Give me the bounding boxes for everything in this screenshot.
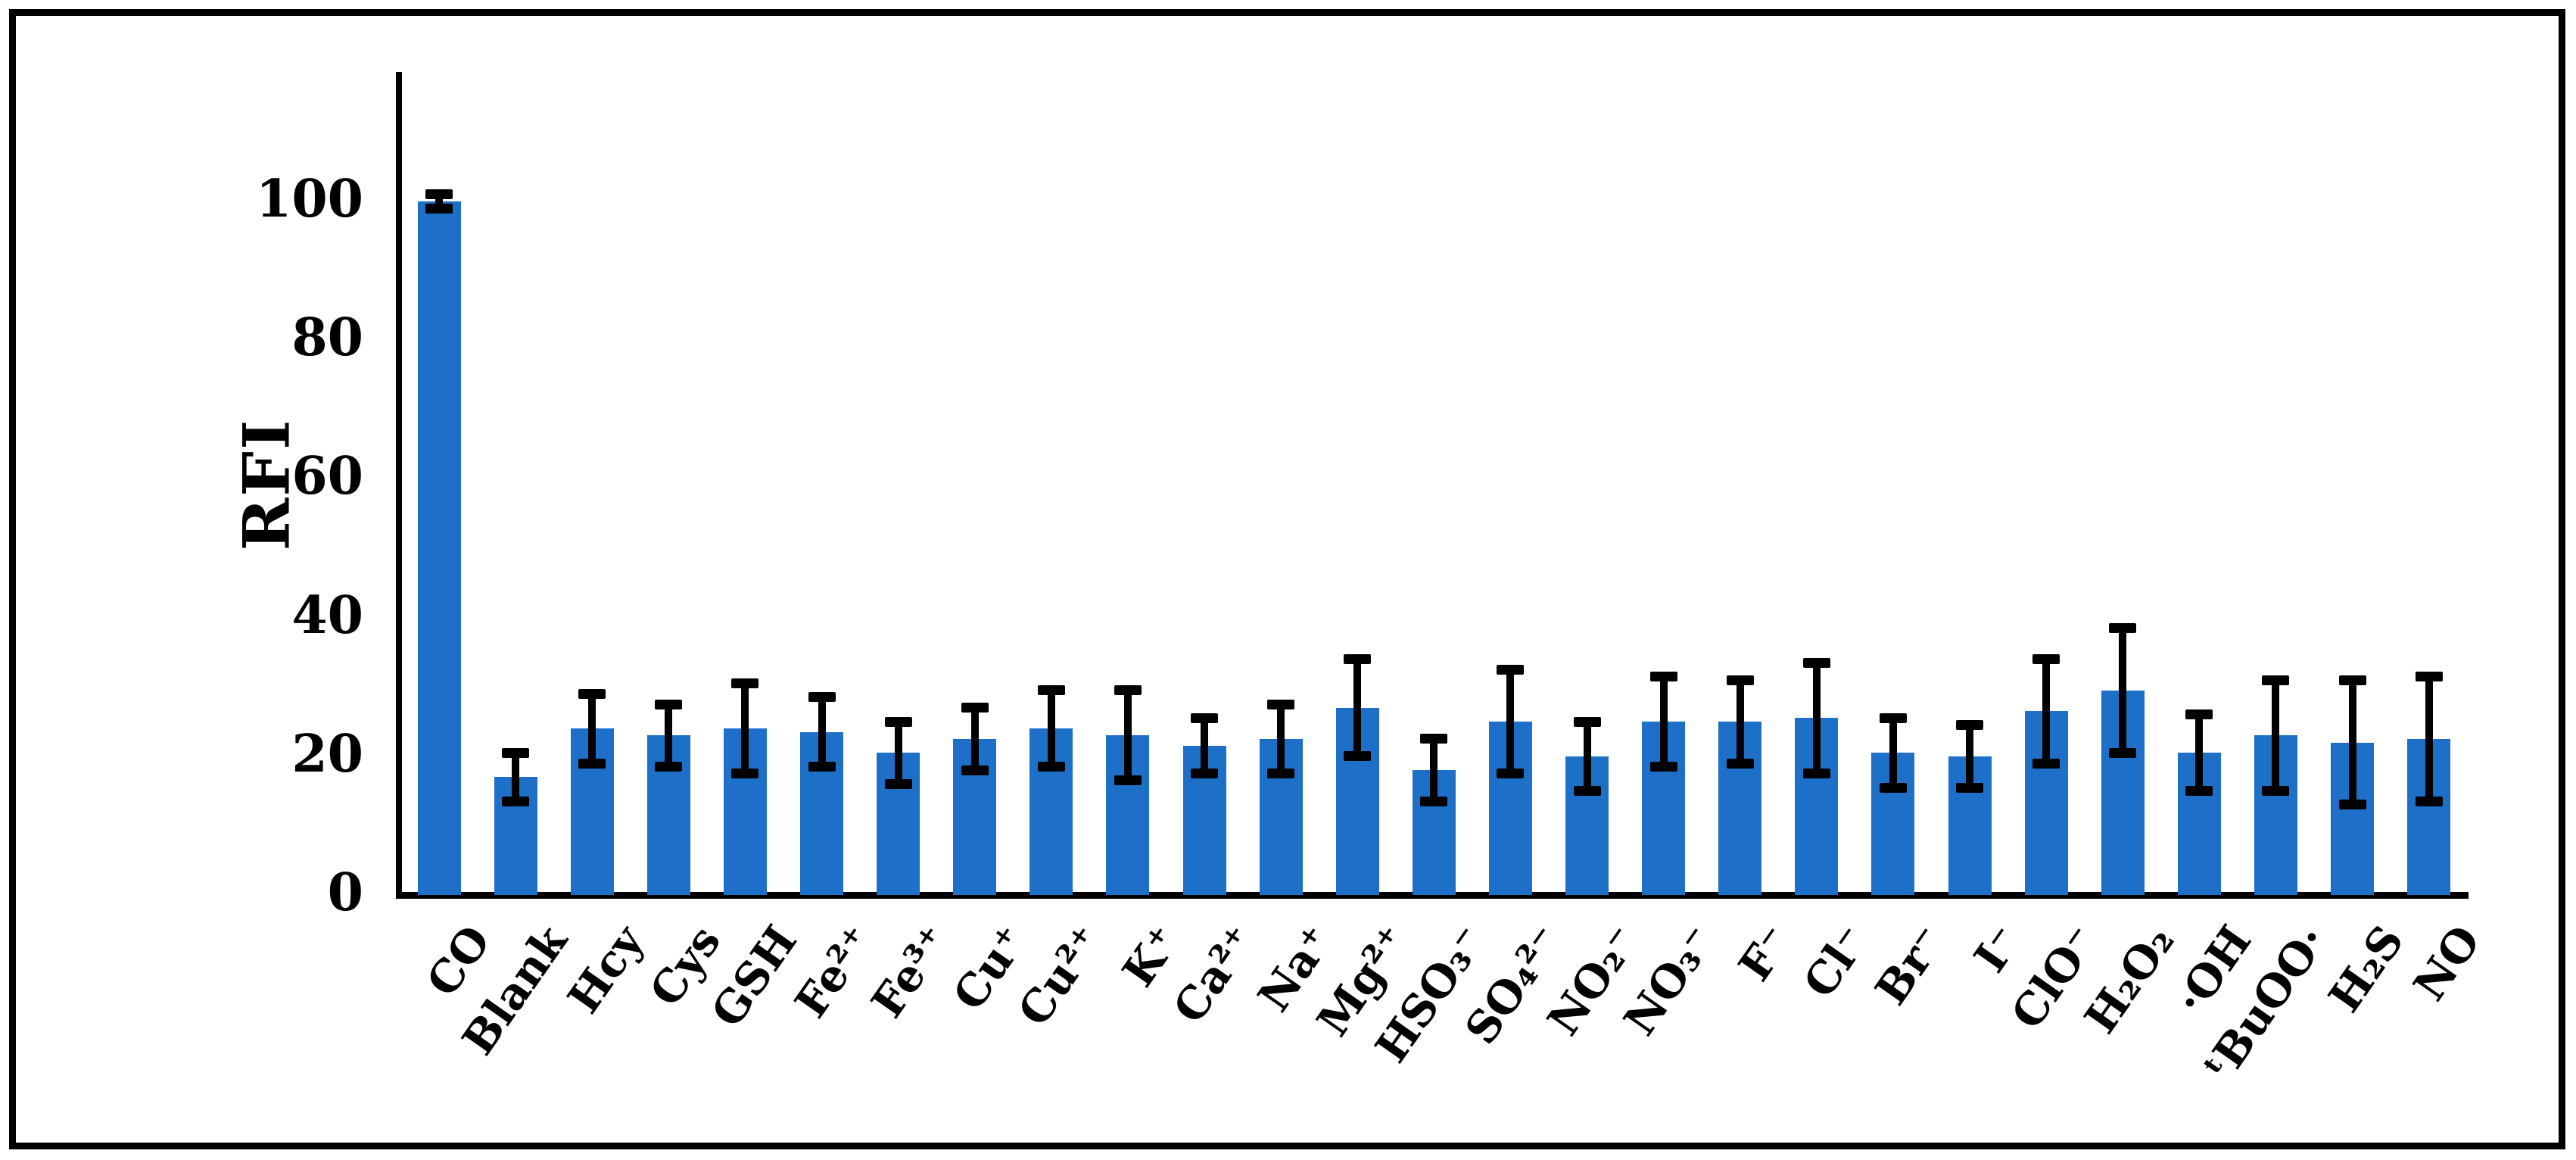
error-bar-cap-top: [961, 703, 989, 713]
error-bar-cap-top: [1497, 664, 1525, 675]
error-bar-cap-bottom: [1037, 762, 1065, 772]
error-bar-cap-bottom: [2262, 786, 2290, 797]
error-bar-cap-top: [808, 692, 836, 703]
error-bar-line: [1506, 669, 1515, 774]
error-bar-cap-bottom: [961, 765, 989, 775]
error-bar-cap-top: [1956, 720, 1983, 731]
error-bar-line: [2348, 680, 2356, 805]
error-bar-cap-bottom: [1879, 782, 1907, 793]
error-bar-line: [665, 704, 673, 767]
error-bar-cap-bottom: [1802, 769, 1830, 779]
error-bar-cap-top: [1726, 675, 1754, 685]
error-bar-line: [2119, 628, 2127, 753]
error-bar-cap-bottom: [655, 762, 683, 772]
error-bar-cap-top: [1879, 713, 1907, 723]
error-bar-cap-top: [1802, 657, 1830, 668]
y-tick-label: 100: [256, 168, 363, 229]
error-bar-cap-top: [1420, 734, 1448, 744]
error-bar-cap-bottom: [2415, 796, 2443, 806]
y-axis-line: [396, 72, 402, 899]
error-bar-cap-top: [1573, 716, 1601, 727]
bar: [417, 201, 461, 895]
error-bar-cap-top: [731, 678, 759, 689]
error-bar-line: [818, 697, 826, 767]
error-bar-cap-bottom: [1649, 762, 1677, 772]
error-bar-cap-bottom: [731, 769, 759, 779]
error-bar-cap-top: [2109, 622, 2137, 633]
error-bar-line: [1736, 680, 1744, 763]
error-bar-cap-top: [502, 747, 530, 758]
error-bar-cap-bottom: [425, 203, 453, 214]
error-bar-cap-top: [655, 699, 683, 709]
error-bar-line: [1430, 738, 1438, 802]
error-bar-line: [1277, 704, 1285, 774]
error-bar-line: [970, 707, 979, 771]
error-bar-cap-top: [1267, 699, 1295, 709]
error-bar-cap-top: [425, 189, 453, 200]
error-bar-line: [588, 694, 596, 763]
error-bar-cap-top: [1037, 685, 1065, 696]
error-bar-line: [1353, 659, 1362, 756]
error-bar-cap-top: [1344, 654, 1372, 665]
error-bar-cap-bottom: [502, 796, 530, 806]
error-bar-cap-top: [578, 688, 606, 699]
error-bar-cap-top: [2185, 709, 2213, 720]
error-bar-line: [1583, 722, 1591, 791]
error-bar-line: [2195, 714, 2204, 791]
error-bar-cap-bottom: [1956, 782, 1983, 793]
error-bar-cap-bottom: [2338, 800, 2366, 810]
error-bar-line: [1201, 718, 1208, 774]
y-tick-label: 80: [291, 307, 363, 368]
y-tick-label: 0: [327, 862, 363, 923]
error-bar-cap-bottom: [1267, 769, 1295, 779]
error-bar-line: [2425, 676, 2433, 802]
error-bar-cap-top: [2262, 675, 2290, 685]
y-tick-label: 60: [291, 446, 363, 507]
error-bar-line: [1889, 718, 1897, 787]
error-bar-cap-top: [2415, 672, 2443, 681]
error-bar-cap-top: [2032, 654, 2060, 665]
error-bar-cap-bottom: [2109, 747, 2137, 758]
error-bar-cap-bottom: [1573, 786, 1601, 797]
error-bar-cap-bottom: [1114, 775, 1142, 786]
y-tick-label: 20: [291, 723, 363, 784]
error-bar-line: [894, 722, 902, 784]
error-bar-cap-top: [1191, 713, 1218, 723]
error-bar-line: [1966, 725, 1973, 787]
x-axis-line: [396, 892, 2469, 899]
y-tick-label: 40: [291, 585, 363, 646]
error-bar-cap-bottom: [1420, 796, 1448, 806]
error-bar-line: [1123, 690, 1132, 781]
error-bar-cap-bottom: [2185, 786, 2213, 797]
error-bar-line: [2272, 680, 2280, 791]
error-bar-cap-bottom: [578, 758, 606, 769]
error-bar-cap-top: [884, 716, 912, 727]
error-bar-line: [1812, 663, 1821, 774]
error-bar-cap-top: [1649, 672, 1677, 681]
error-bar-cap-bottom: [1344, 751, 1372, 762]
error-bar-line: [512, 753, 520, 802]
error-bar-cap-bottom: [1191, 769, 1218, 779]
error-bar-line: [2042, 659, 2051, 763]
error-bar-cap-bottom: [808, 762, 836, 772]
error-bar-line: [1659, 676, 1668, 767]
error-bar-line: [435, 194, 443, 209]
error-bar-line: [741, 683, 749, 774]
error-bar-cap-bottom: [2032, 758, 2060, 769]
error-bar-cap-top: [2338, 675, 2366, 685]
error-bar-line: [1047, 690, 1055, 767]
error-bar-cap-bottom: [1497, 769, 1525, 779]
error-bar-cap-bottom: [884, 778, 912, 789]
error-bar-cap-bottom: [1726, 758, 1754, 769]
error-bar-cap-top: [1114, 685, 1142, 696]
